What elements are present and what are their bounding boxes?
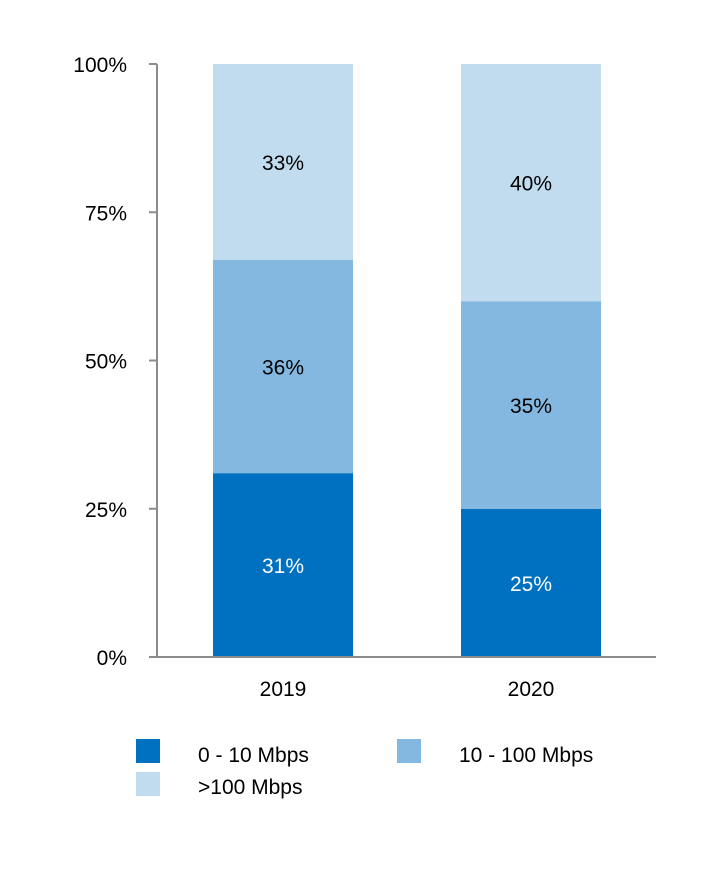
data-label-2020-series-1: 35% xyxy=(510,395,552,418)
x-tick-label: 2019 xyxy=(260,678,307,701)
data-labels-group: 31% 36% 33% 25% 35% 40% xyxy=(262,152,552,596)
data-label-2019-series-2: 33% xyxy=(262,152,304,175)
legend-swatch-series-1 xyxy=(397,739,421,763)
y-tick-label: 0% xyxy=(97,647,127,670)
bar-2019-series-2 xyxy=(213,64,353,260)
legend-swatch-series-0 xyxy=(136,739,160,763)
data-label-2020-series-0: 25% xyxy=(510,573,552,596)
legend-label-series-2: >100 Mbps xyxy=(198,776,303,799)
legend-swatch-series-2 xyxy=(136,772,160,796)
y-tick-label: 75% xyxy=(85,202,127,225)
y-tick-label: 50% xyxy=(85,351,127,374)
data-label-2020-series-2: 40% xyxy=(510,173,552,196)
bars-group xyxy=(213,64,601,657)
legend-label-series-0: 0 - 10 Mbps xyxy=(198,744,309,767)
bar-2019-series-0 xyxy=(213,473,353,657)
bar-2020-series-1 xyxy=(461,301,601,509)
y-tick-label: 25% xyxy=(85,499,127,522)
bar-2019-series-1 xyxy=(213,259,353,474)
legend: 0 - 10 Mbps 10 - 100 Mbps >100 Mbps xyxy=(136,739,593,799)
y-tick-label: 100% xyxy=(73,54,127,77)
bar-2020-series-2 xyxy=(461,64,601,302)
legend-label-series-1: 10 - 100 Mbps xyxy=(459,744,593,767)
bar-2020-series-0 xyxy=(461,508,601,657)
data-label-2019-series-0: 31% xyxy=(262,555,304,578)
data-label-2019-series-1: 36% xyxy=(262,356,304,379)
axes-group: 0% 25% 50% 75% 100% 2019 2020 xyxy=(73,54,656,701)
x-tick-label: 2020 xyxy=(508,678,555,701)
